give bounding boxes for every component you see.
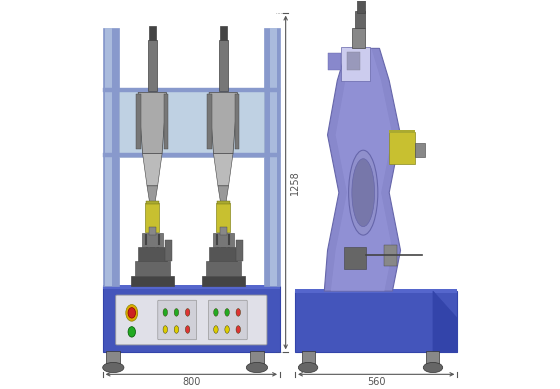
Bar (415, 144, 425, 157)
Bar (150, 230, 155, 251)
Bar (219, 40, 228, 91)
Bar (264, 28, 280, 286)
Ellipse shape (174, 308, 179, 316)
Polygon shape (138, 93, 166, 154)
Bar (119, 91, 264, 157)
Polygon shape (433, 291, 458, 352)
Text: 560: 560 (367, 377, 385, 387)
Ellipse shape (214, 308, 218, 316)
Ellipse shape (185, 326, 190, 333)
Bar (250, 350, 264, 366)
Polygon shape (324, 48, 400, 291)
Bar (427, 350, 440, 366)
Bar (216, 203, 230, 232)
Bar (235, 94, 239, 149)
Bar (213, 233, 234, 247)
Bar (165, 240, 172, 261)
Ellipse shape (423, 363, 443, 373)
Ellipse shape (349, 150, 378, 235)
Bar (145, 203, 160, 232)
Polygon shape (143, 154, 162, 186)
Bar (217, 201, 230, 203)
Bar (149, 26, 156, 40)
Bar (149, 227, 156, 235)
Bar (302, 350, 315, 366)
Bar (102, 28, 119, 286)
Bar (295, 291, 458, 352)
Bar (209, 247, 237, 261)
FancyBboxPatch shape (158, 300, 197, 340)
Bar (344, 247, 366, 269)
Ellipse shape (225, 308, 230, 316)
Ellipse shape (236, 326, 240, 333)
Bar (236, 240, 243, 261)
Bar (131, 276, 174, 286)
Bar (102, 153, 280, 157)
Ellipse shape (163, 326, 167, 333)
Ellipse shape (298, 363, 318, 373)
Polygon shape (209, 93, 237, 154)
Ellipse shape (128, 327, 136, 337)
Ellipse shape (352, 159, 375, 227)
Ellipse shape (225, 326, 230, 333)
Bar (102, 286, 280, 289)
Bar (352, 28, 365, 48)
Bar (389, 131, 415, 164)
Bar (146, 201, 159, 203)
Bar (105, 28, 113, 286)
Bar (328, 53, 340, 70)
Bar (389, 130, 415, 133)
Ellipse shape (174, 326, 179, 333)
Ellipse shape (246, 363, 268, 373)
Bar (220, 227, 227, 235)
Ellipse shape (185, 308, 190, 316)
Bar (102, 286, 280, 352)
FancyBboxPatch shape (208, 300, 247, 340)
Bar (355, 11, 365, 28)
Bar (221, 230, 225, 251)
Bar (138, 247, 166, 261)
Bar (357, 0, 365, 13)
Bar (106, 350, 120, 366)
Bar (164, 94, 169, 149)
Bar (270, 28, 277, 286)
Bar (102, 88, 280, 93)
Ellipse shape (214, 326, 218, 333)
Bar (347, 52, 360, 70)
Text: 800: 800 (182, 377, 200, 387)
Text: 1258: 1258 (290, 170, 300, 195)
Bar (207, 94, 212, 149)
Bar (142, 233, 163, 247)
Bar (295, 289, 458, 293)
Ellipse shape (163, 308, 167, 316)
Bar (220, 26, 227, 40)
Bar (384, 245, 397, 266)
Bar (206, 261, 241, 276)
Polygon shape (147, 186, 158, 203)
Ellipse shape (128, 308, 136, 318)
Ellipse shape (126, 305, 138, 321)
Ellipse shape (102, 363, 124, 373)
Bar (148, 40, 157, 91)
Bar (137, 94, 141, 149)
Polygon shape (331, 48, 393, 291)
Bar (340, 47, 370, 81)
Polygon shape (218, 186, 228, 203)
Bar (202, 276, 245, 286)
Ellipse shape (236, 308, 240, 316)
Bar (134, 261, 170, 276)
FancyBboxPatch shape (116, 295, 267, 345)
Polygon shape (213, 154, 233, 186)
